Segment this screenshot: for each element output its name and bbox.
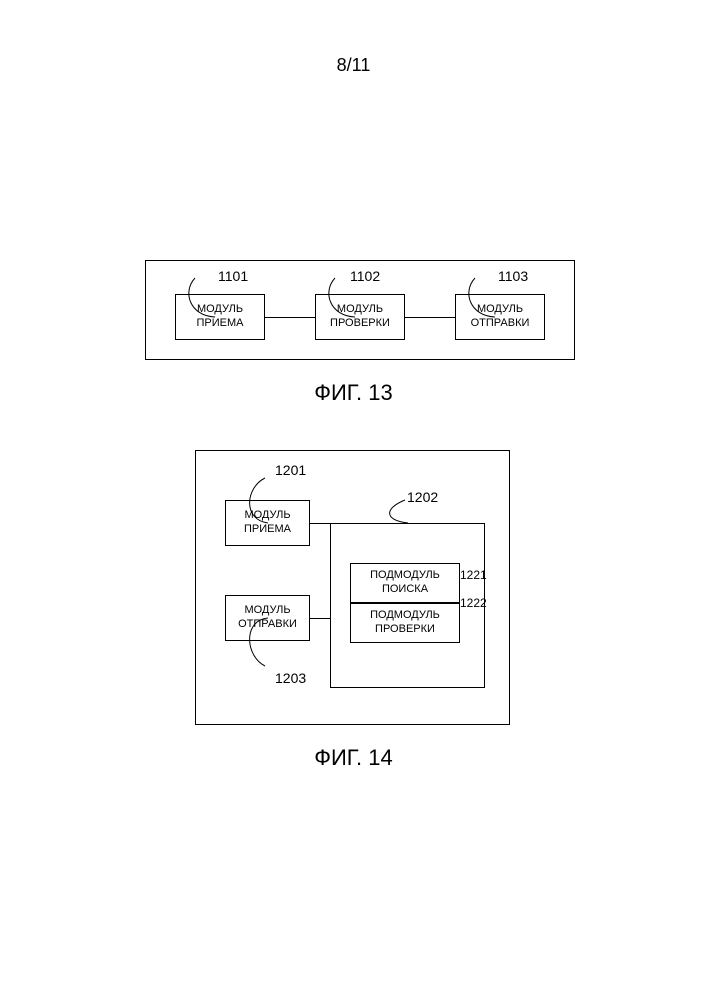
fig14-sub-check: ПОДМОДУЛЬПРОВЕРКИ (350, 603, 460, 643)
block-label: ПОДМОДУЛЬПРОВЕРКИ (370, 609, 440, 637)
ref-1221: 1221 (460, 568, 487, 582)
fig14-connector-1 (310, 523, 330, 524)
fig14-caption: ФИГ. 14 (314, 745, 392, 771)
ref-1103: 1103 (498, 268, 528, 284)
ref-1201: 1201 (275, 462, 306, 478)
block-label: МОДУЛЬПРИЕМА (244, 509, 291, 537)
fig13-block-receive: МОДУЛЬПРИЕМА (175, 294, 265, 340)
ref-1222: 1222 (460, 596, 487, 610)
block-label: МОДУЛЬПРОВЕРКИ (330, 303, 390, 331)
ref-1203: 1203 (275, 670, 306, 686)
ref-1101: 1101 (218, 268, 248, 284)
block-label: ПОДМОДУЛЬПОИСКА (370, 569, 440, 597)
ref-1202: 1202 (407, 489, 438, 505)
fig13-block-send: МОДУЛЬОТПРАВКИ (455, 294, 545, 340)
fig13-connector-2 (405, 317, 455, 318)
block-label: МОДУЛЬОТПРАВКИ (238, 604, 297, 632)
block-label: МОДУЛЬПРИЕМА (197, 303, 244, 331)
fig14-sub-search: ПОДМОДУЛЬПОИСКА (350, 563, 460, 603)
page-number: 8/11 (337, 55, 371, 76)
fig13-caption: ФИГ. 13 (314, 380, 392, 406)
ref-1102: 1102 (350, 268, 380, 284)
fig13-connector-1 (265, 317, 315, 318)
fig14-block-send: МОДУЛЬОТПРАВКИ (225, 595, 310, 641)
fig14-connector-2 (310, 618, 330, 619)
block-label: МОДУЛЬОТПРАВКИ (471, 303, 530, 331)
fig13-block-check: МОДУЛЬПРОВЕРКИ (315, 294, 405, 340)
fig14-block-receive: МОДУЛЬПРИЕМА (225, 500, 310, 546)
